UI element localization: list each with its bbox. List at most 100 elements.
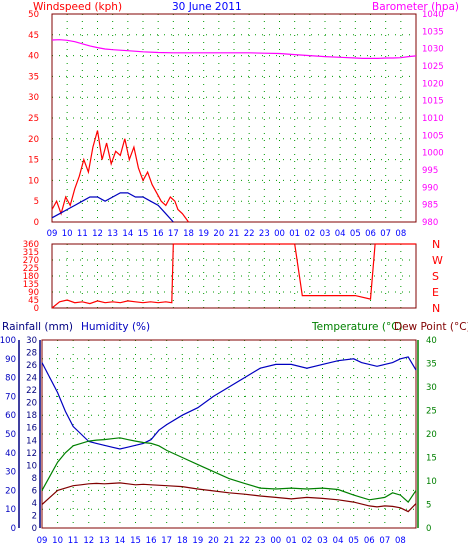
barometer-tick-label: 1040 <box>422 10 444 20</box>
direction-tick-label: 90 <box>28 288 39 298</box>
windspeed-tick-label: 35 <box>28 72 39 82</box>
compass-label: N <box>432 302 440 315</box>
direction-tick-label: 180 <box>23 272 39 282</box>
time-tick-label: 23 <box>255 536 266 546</box>
dewpoint-axis-label: Dew Point (°C) <box>394 321 468 333</box>
windspeed-tick-label: 15 <box>28 156 39 166</box>
barometer-tick-label: 990 <box>422 183 438 193</box>
time-tick-label: 03 <box>320 229 331 239</box>
humidity-tick-label: 50 <box>5 430 16 440</box>
windspeed-tick-label: 20 <box>28 135 39 145</box>
temperature-tick-label: 5 <box>426 501 431 511</box>
time-tick-label: 21 <box>224 536 235 546</box>
time-tick-label: 00 <box>274 229 285 239</box>
time-tick-label: 15 <box>138 229 149 239</box>
time-tick-label: 13 <box>99 536 110 546</box>
time-tick-label: 11 <box>77 229 88 239</box>
time-tick-label: 18 <box>183 229 194 239</box>
direction-tick-label: 225 <box>23 264 39 274</box>
barometer-tick-label: 980 <box>422 218 438 228</box>
time-tick-label: 10 <box>52 536 63 546</box>
rainfall-tick-label: 30 <box>26 336 37 346</box>
rainfall-tick-label: 10 <box>26 461 37 471</box>
rainfall-tick-label: 6 <box>32 486 37 496</box>
windspeed-tick-label: 0 <box>34 218 39 228</box>
time-tick-label: 05 <box>350 229 361 239</box>
direction-tick-label: 45 <box>28 296 39 306</box>
rainfall-tick-label: 14 <box>26 436 37 446</box>
time-tick-label: 01 <box>289 229 300 239</box>
wind-barometer-panel: 0510152025303540455098098599099510001005… <box>28 10 443 239</box>
humidity-tick-label: 80 <box>5 374 16 384</box>
windspeed-tick-label: 10 <box>28 176 39 186</box>
time-tick-label: 03 <box>317 536 328 546</box>
temperature-axis-label: Temperature (°C) <box>311 321 403 333</box>
direction-tick-label: 315 <box>23 248 39 258</box>
direction-tick-label: 135 <box>23 280 39 290</box>
rainfall-tick-label: 18 <box>26 411 37 421</box>
temperature-tick-label: 25 <box>426 407 437 417</box>
direction-tick-label: 0 <box>34 304 39 314</box>
direction-tick-label: 360 <box>23 240 39 250</box>
compass-label: S <box>432 270 439 283</box>
humidity-tick-label: 60 <box>5 411 16 421</box>
time-tick-label: 22 <box>239 536 250 546</box>
barometer-tick-label: 1020 <box>422 79 444 89</box>
time-tick-label: 07 <box>379 536 390 546</box>
compass-label: N <box>432 238 440 251</box>
barometer-tick-label: 1005 <box>422 131 444 141</box>
time-tick-label: 14 <box>115 536 126 546</box>
windspeed-tick-label: 5 <box>34 197 39 207</box>
barometer-tick-label: 995 <box>422 166 438 176</box>
time-tick-label: 08 <box>395 536 406 546</box>
plot-frame <box>51 13 417 223</box>
humidity-axis-label: Humidity (%) <box>81 321 150 333</box>
humidity-tick-label: 40 <box>5 449 16 459</box>
time-tick-label: 12 <box>92 229 103 239</box>
temperature-tick-label: 20 <box>426 430 437 440</box>
humidity-tick-label: 90 <box>5 355 16 365</box>
time-tick-label: 22 <box>244 229 255 239</box>
temperature-tick-label: 10 <box>426 477 437 487</box>
rainfall-tick-label: 16 <box>26 424 37 434</box>
temperature-tick-label: 15 <box>426 454 437 464</box>
time-tick-label: 16 <box>153 229 164 239</box>
time-tick-label: 19 <box>192 536 203 546</box>
time-tick-label: 09 <box>37 536 48 546</box>
barometer-tick-label: 985 <box>422 201 438 211</box>
chart-date-title: 30 June 2011 <box>172 1 242 13</box>
humidity-tick-label: 0 <box>11 524 16 534</box>
humidity-tick-label: 100 <box>0 336 16 346</box>
windspeed-tick-label: 25 <box>28 114 39 124</box>
wind-speed-line <box>51 130 189 223</box>
humidity-line <box>41 356 417 450</box>
barometer-tick-label: 1030 <box>422 45 444 55</box>
humidity-tick-label: 10 <box>5 505 16 515</box>
windspeed-axis-label: Windspeed (kph) <box>33 1 122 13</box>
time-tick-label: 02 <box>302 536 313 546</box>
rainfall-axis-label: Rainfall (mm) <box>2 321 73 333</box>
rainfall-tick-label: 4 <box>32 499 37 509</box>
plot-frame <box>41 339 417 529</box>
time-tick-label: 17 <box>161 536 172 546</box>
time-tick-label: 19 <box>198 229 209 239</box>
rainfall-tick-label: 8 <box>32 474 37 484</box>
time-tick-label: 20 <box>213 229 224 239</box>
time-tick-label: 04 <box>335 229 346 239</box>
humidity-tick-label: 20 <box>5 486 16 496</box>
barometer-tick-label: 1035 <box>422 27 444 37</box>
humidity-temperature-panel: 0102030405060708090100024681012141618202… <box>0 336 437 546</box>
windspeed-tick-label: 45 <box>28 31 39 41</box>
time-tick-label: 13 <box>107 229 118 239</box>
time-tick-label: 14 <box>122 229 133 239</box>
time-tick-label: 12 <box>83 536 94 546</box>
wind-speed-line <box>51 192 174 223</box>
windspeed-tick-label: 30 <box>28 93 39 103</box>
wind-direction-line <box>51 243 416 309</box>
time-tick-label: 02 <box>304 229 315 239</box>
barometer-line <box>51 39 417 60</box>
time-tick-label: 18 <box>177 536 188 546</box>
rainfall-tick-label: 0 <box>32 524 37 534</box>
rainfall-tick-label: 22 <box>26 386 37 396</box>
